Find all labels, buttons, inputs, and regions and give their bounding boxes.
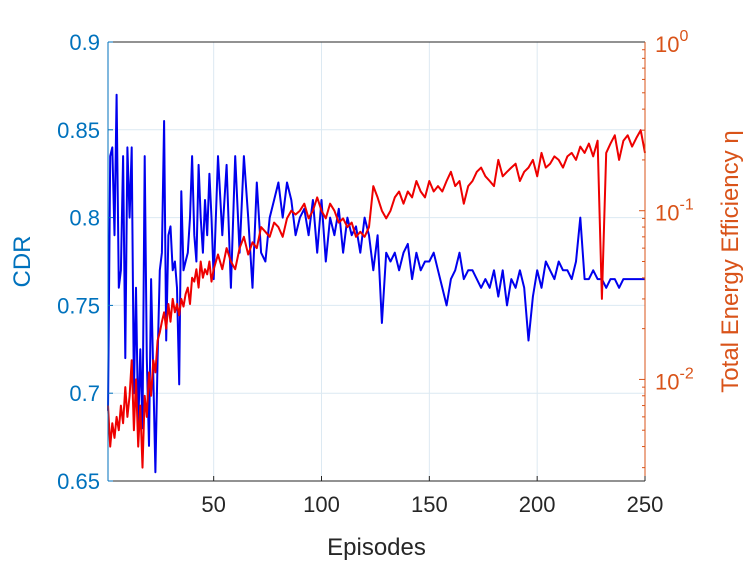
y-right-axis-title: Total Energy Efficiency η xyxy=(717,130,744,392)
y-right-tick-label: 10-2 xyxy=(655,365,694,394)
y-left-tick-label: 0.75 xyxy=(57,293,100,318)
x-tick-label: 50 xyxy=(201,492,225,517)
x-tick-label: 100 xyxy=(303,492,340,517)
x-tick-label: 250 xyxy=(627,492,664,517)
axes xyxy=(107,41,646,482)
y-left-tick-label: 0.65 xyxy=(57,469,100,494)
y-right-tick-label: 100 xyxy=(655,28,688,57)
x-tick-label: 150 xyxy=(411,492,448,517)
efficiency-series-layer xyxy=(107,129,646,469)
y-left-tick-label: 0.85 xyxy=(57,118,100,143)
cdr-series-layer xyxy=(107,93,645,474)
x-tick-label: 200 xyxy=(519,492,556,517)
labels: 50 100 150 200 250 0.65 0.7 0.75 0.8 0.85 0.9 10-2 1… xyxy=(9,28,744,561)
y-left-tick-label: 0.8 xyxy=(69,206,100,231)
y-left-tick-label: 0.9 xyxy=(69,30,100,55)
x-axis-title: Episodes xyxy=(327,534,426,561)
y-left-axis-title: CDR xyxy=(9,236,36,288)
efficiency-series-line xyxy=(107,129,646,469)
y-left-tick-label: 0.7 xyxy=(69,381,100,406)
cdr-series-line xyxy=(107,93,645,474)
y-right-tick-label: 10-1 xyxy=(655,197,694,226)
